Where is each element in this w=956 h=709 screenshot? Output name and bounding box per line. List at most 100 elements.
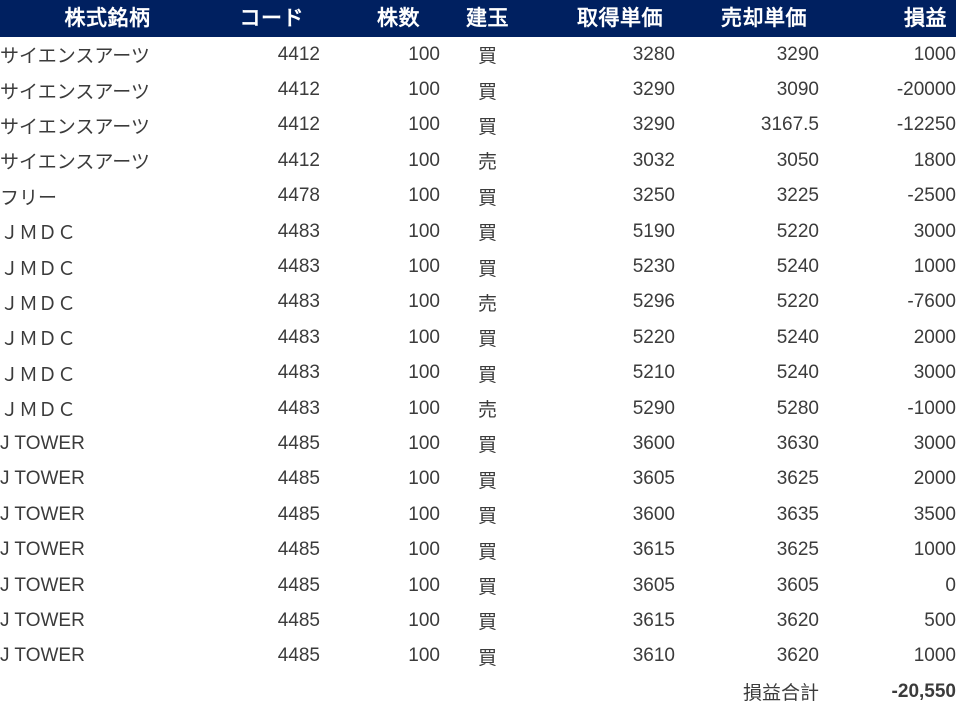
cell-stock-code: 4485 [277,539,320,561]
table-row: J TOWER 4485 100 買 3600 3635 3500 [0,497,956,532]
cell-position-side: 買 [477,46,497,68]
cell-stock-code: 4485 [277,468,320,490]
table-row: J TOWER 4485 100 買 3600 3630 3000 [0,426,956,461]
table-header: 株式銘柄 コード 株数 建玉 取得単価 売却単価 損益 [0,0,956,37]
cell-stock-name: ＪＭＤＣ [0,364,77,386]
cell-sell-price: 5240 [776,326,819,348]
cell-position-side: 買 [477,541,497,563]
cell-stock-code: 4478 [277,185,320,207]
column-header-profit-loss: 損益 [819,0,956,37]
total-label: 損益合計 [742,683,819,705]
cell-position-side: 買 [477,577,497,599]
cell-profit-loss: -2500 [907,185,956,207]
column-header-name: 株式銘柄 [0,0,215,37]
cell-sell-price: 5240 [776,362,819,384]
cell-stock-name: サイエンスアーツ [0,152,150,174]
cell-sell-price: 5220 [776,291,819,313]
cell-stock-name: ＪＭＤＣ [0,329,77,351]
cell-sell-price: 3620 [776,609,819,631]
cell-buy-price: 5296 [632,291,675,313]
cell-position-side: 買 [477,435,497,457]
cell-stock-name: ＪＭＤＣ [0,293,77,315]
cell-stock-code: 4483 [277,291,320,313]
cell-stock-code: 4412 [277,43,320,65]
cell-sell-price: 5280 [776,397,819,419]
cell-stock-code: 4485 [277,574,320,596]
cell-stock-code: 4485 [277,609,320,631]
header-row: 株式銘柄 コード 株数 建玉 取得単価 売却単価 損益 [0,0,956,37]
cell-buy-price: 5220 [632,326,675,348]
cell-stock-code: 4485 [277,503,320,525]
cell-stock-name: J TOWER [0,609,85,631]
cell-sell-price: 3635 [776,503,819,525]
cell-profit-loss: -20000 [896,79,956,101]
cell-stock-code: 4412 [277,79,320,101]
cell-stock-name: J TOWER [0,574,85,596]
cell-stock-code: 4483 [277,397,320,419]
cell-position-side: 買 [477,223,497,245]
cell-sell-price: 3620 [776,645,819,667]
total-value: -20,550 [891,680,956,702]
total-row-spacer [0,674,215,709]
cell-stock-name: ＪＭＤＣ [0,223,77,245]
cell-stock-name: J TOWER [0,468,85,490]
cell-quantity: 100 [408,43,440,65]
total-row: 損益合計 -20,550 [0,674,956,709]
column-header-code: コード [215,0,320,37]
cell-stock-code: 4483 [277,362,320,384]
cell-quantity: 100 [408,574,440,596]
cell-stock-name: サイエンスアーツ [0,81,150,103]
cell-sell-price: 3050 [776,149,819,171]
cell-position-side: 買 [477,470,497,492]
cell-position-side: 買 [477,81,497,103]
cell-position-side: 買 [477,612,497,634]
cell-profit-loss: 1000 [913,645,956,667]
cell-buy-price: 3280 [632,43,675,65]
cell-position-side: 買 [477,364,497,386]
cell-stock-name: ＪＭＤＣ [0,400,77,422]
cell-buy-price: 3032 [632,149,675,171]
cell-profit-loss: 3000 [913,362,956,384]
table-row: サイエンスアーツ 4412 100 買 3280 3290 1000 [0,37,956,72]
table-row: ＪＭＤＣ 4483 100 買 5210 5240 3000 [0,356,956,391]
cell-quantity: 100 [408,256,440,278]
cell-stock-code: 4485 [277,432,320,454]
total-row-spacer [320,674,440,709]
cell-sell-price: 3225 [776,185,819,207]
cell-buy-price: 5190 [632,220,675,242]
cell-profit-loss: 3000 [913,220,956,242]
table-row: ＪＭＤＣ 4483 100 買 5220 5240 2000 [0,320,956,355]
cell-profit-loss: 1000 [913,256,956,278]
cell-stock-code: 4483 [277,220,320,242]
cell-sell-price: 3630 [776,432,819,454]
cell-profit-loss: 500 [924,609,956,631]
cell-quantity: 100 [408,326,440,348]
cell-stock-code: 4483 [277,256,320,278]
cell-stock-name: J TOWER [0,503,85,525]
cell-quantity: 100 [408,362,440,384]
cell-sell-price: 5220 [776,220,819,242]
cell-quantity: 100 [408,503,440,525]
cell-stock-name: サイエンスアーツ [0,116,150,138]
cell-quantity: 100 [408,185,440,207]
cell-profit-loss: 0 [945,574,956,596]
cell-stock-name: J TOWER [0,539,85,561]
cell-buy-price: 3610 [632,645,675,667]
cell-profit-loss: 2000 [913,468,956,490]
cell-buy-price: 3615 [632,539,675,561]
cell-quantity: 100 [408,539,440,561]
column-header-buy-price: 取得単価 [535,0,675,37]
total-row-spacer [215,674,320,709]
total-row-spacer [535,674,675,709]
cell-stock-code: 4483 [277,326,320,348]
cell-sell-price: 3167.5 [760,114,819,136]
cell-quantity: 100 [408,397,440,419]
cell-stock-name: J TOWER [0,432,85,454]
cell-stock-code: 4412 [277,114,320,136]
cell-quantity: 100 [408,149,440,171]
total-row-spacer [440,674,535,709]
column-header-quantity: 株数 [320,0,440,37]
cell-quantity: 100 [408,609,440,631]
table-row: サイエンスアーツ 4412 100 売 3032 3050 1800 [0,143,956,178]
